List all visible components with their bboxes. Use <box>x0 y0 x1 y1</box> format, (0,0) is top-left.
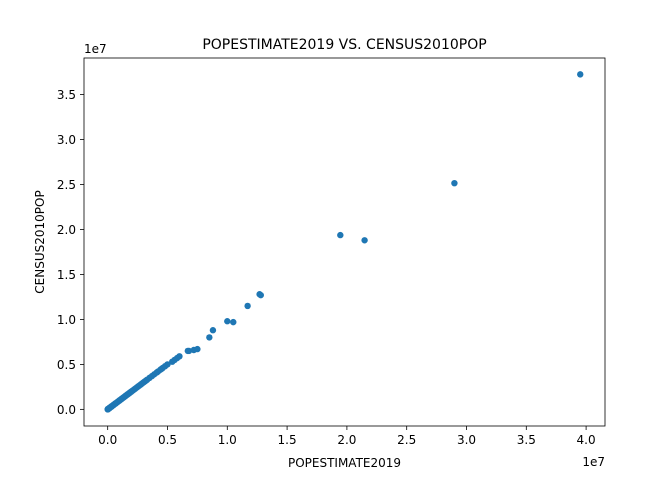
data-point <box>164 361 171 368</box>
y-axis-offset-label: 1e7 <box>84 42 107 56</box>
data-point <box>224 318 231 325</box>
x-tick-label: 3.5 <box>517 433 536 447</box>
x-tick-label: 4.0 <box>577 433 596 447</box>
x-tick-label: 1.5 <box>278 433 297 447</box>
x-tick-label: 2.5 <box>397 433 416 447</box>
data-point <box>176 353 183 360</box>
data-point <box>257 291 264 299</box>
x-tick-label: 1.0 <box>218 433 237 447</box>
y-axis-label: CENSUS2010POP <box>33 190 47 293</box>
x-tick-label: 2.0 <box>337 433 356 447</box>
data-point <box>206 334 213 341</box>
x-axis-ticks: 0.0 0.5 1.0 1.5 2.0 2.5 3.0 3.5 4.0 <box>98 426 596 447</box>
data-point <box>451 179 458 187</box>
data-point <box>361 237 368 244</box>
x-tick-label: 0.0 <box>98 433 117 447</box>
y-tick-label: 2.5 <box>57 178 76 192</box>
y-tick-label: 2.0 <box>57 223 76 237</box>
y-tick-label: 0.0 <box>57 403 76 417</box>
y-tick-label: 0.5 <box>57 358 76 372</box>
data-point <box>194 345 201 353</box>
data-point <box>185 347 193 355</box>
chart-title: POPESTIMATE2019 VS. CENSUS2010POP <box>202 37 486 53</box>
data-point <box>577 71 584 78</box>
x-tick-label: 0.5 <box>158 433 177 447</box>
data-point <box>209 327 217 334</box>
points-layer <box>104 71 584 413</box>
y-tick-label: 1.0 <box>57 313 76 327</box>
data-point <box>230 318 237 326</box>
y-tick-label: 1.5 <box>57 268 76 282</box>
data-point <box>244 302 251 310</box>
y-axis-ticks: 0.0 0.5 1.0 1.5 2.0 2.5 3.0 3.5 <box>57 88 84 417</box>
x-axis-offset-label: 1e7 <box>582 455 605 469</box>
y-tick-label: 3.5 <box>57 88 76 102</box>
y-tick-label: 3.0 <box>57 133 76 147</box>
data-point <box>337 231 344 239</box>
x-tick-label: 3.0 <box>457 433 476 447</box>
x-axis-label: POPESTIMATE2019 <box>288 456 401 470</box>
plot-frame <box>83 57 606 427</box>
